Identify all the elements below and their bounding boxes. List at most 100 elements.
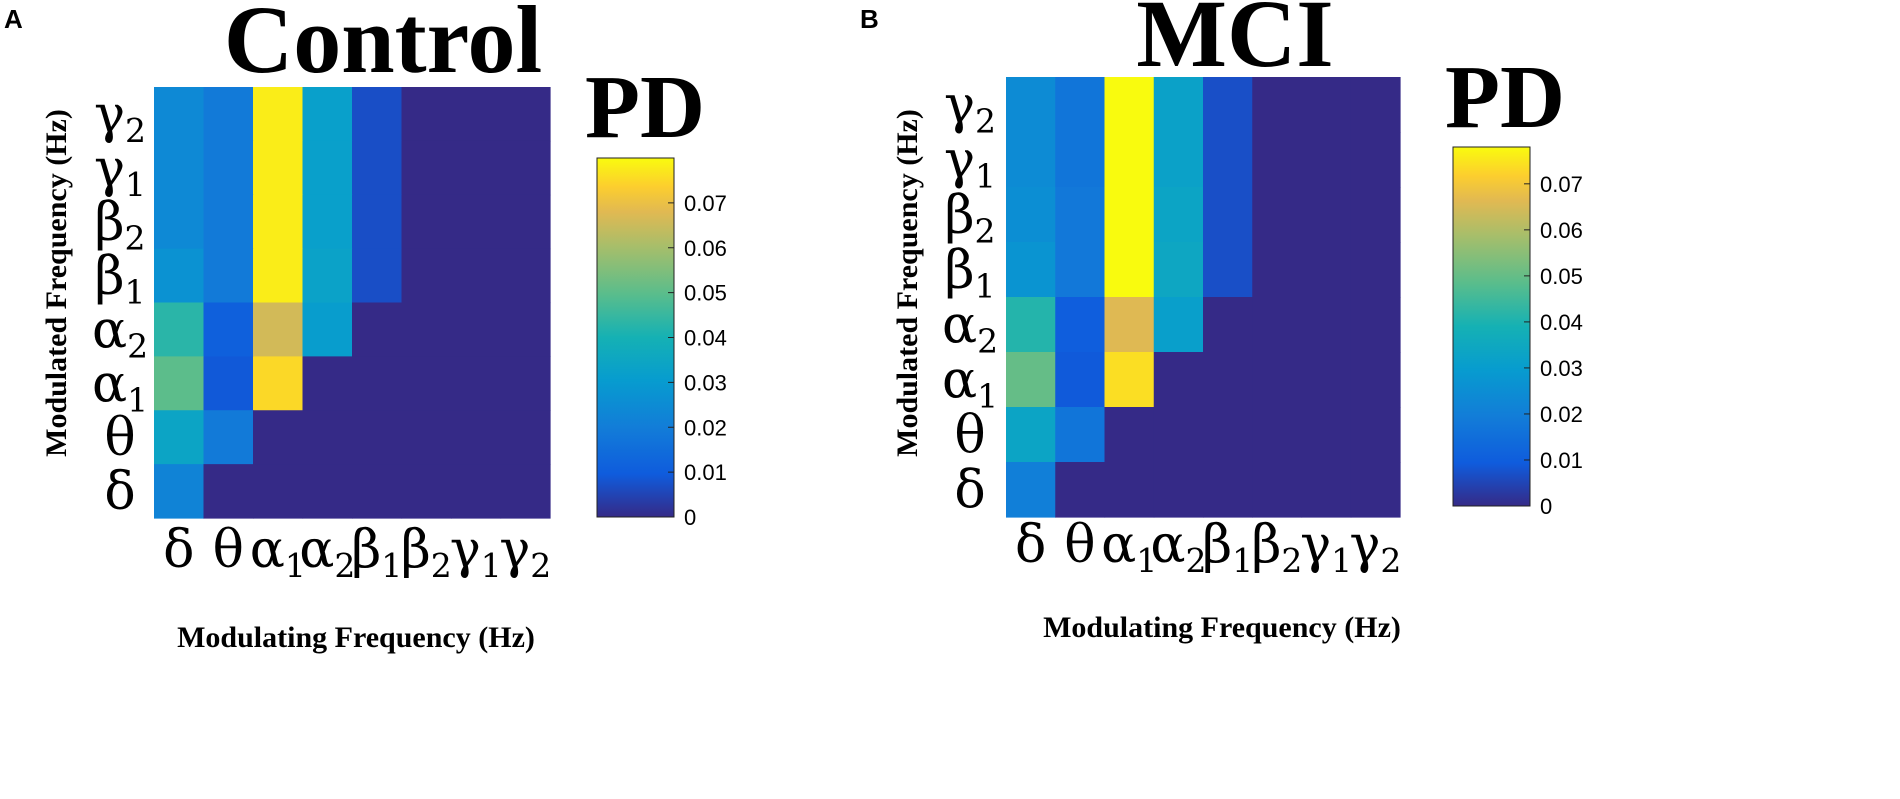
heatmap-cell	[352, 302, 403, 357]
heatmap-cell	[203, 140, 254, 196]
colorbar-tick-label: 0.05	[684, 281, 727, 306]
chart-title: Control	[224, 0, 542, 93]
colorbar-tick-label: 0.07	[1540, 172, 1583, 197]
x-tick-label: θ	[1064, 515, 1095, 575]
y-axis-label: Modulated Frequency (Hz)	[40, 109, 73, 457]
heatmap-cell	[352, 356, 403, 411]
colorbar-label: PD	[585, 58, 705, 157]
heatmap-cell	[352, 464, 403, 519]
colorbar-tick-label: 0.01	[684, 460, 727, 485]
heatmap-cell	[1203, 77, 1253, 133]
heatmap-cell	[1203, 242, 1253, 298]
colorbar-tick-label: 0.03	[1540, 356, 1583, 381]
heatmap-cell	[1252, 242, 1303, 298]
heatmap-cell	[352, 140, 403, 196]
heatmap-cell	[500, 248, 551, 304]
heatmap-cell	[154, 194, 205, 250]
x-tick-label: β1	[1202, 515, 1253, 580]
colorbar-tick-label: 0.04	[1540, 310, 1583, 335]
x-tick-label: γ1	[1300, 515, 1352, 580]
heatmap-cell	[1252, 297, 1303, 353]
y-tick-label: α1	[92, 354, 148, 419]
y-tick-label: γ1	[944, 131, 996, 196]
heatmap-cell	[500, 356, 551, 411]
heatmap-cell	[1055, 297, 1106, 353]
heatmap-cell	[1252, 77, 1303, 133]
heatmap-cell	[302, 248, 353, 304]
heatmap-cell	[1006, 77, 1056, 133]
colorbar-tick-label: 0.02	[1540, 402, 1583, 427]
colorbar-gradient	[1452, 146, 1531, 507]
heatmap-cell	[1104, 462, 1155, 518]
heatmap-cell	[253, 140, 304, 196]
heatmap-cell	[203, 248, 254, 304]
x-tick-label: θ	[213, 520, 244, 580]
heatmap-cell	[401, 140, 452, 196]
colorbar-label: PD	[1445, 48, 1565, 147]
heatmap-cell	[1350, 407, 1401, 463]
heatmap-cell	[1301, 132, 1352, 188]
colorbar-tick-label: 0	[1540, 494, 1552, 519]
x-tick-label: α2	[1150, 515, 1206, 580]
heatmap-cell	[253, 410, 304, 465]
heatmap-cell	[1203, 462, 1253, 518]
heatmap-cell	[1006, 132, 1056, 188]
heatmap-cell	[203, 302, 254, 357]
heatmap-cell	[401, 356, 452, 411]
colorbar-tick-label: 0.06	[684, 236, 727, 261]
colorbar-tick-label: 0.01	[1540, 448, 1583, 473]
colorbar-tick-label: 0.03	[684, 370, 727, 395]
heatmap-cell	[154, 87, 205, 142]
heatmap-cell	[154, 410, 205, 465]
y-tick-label: γ2	[944, 76, 996, 141]
x-tick-label: β1	[351, 520, 402, 585]
heatmap-cell	[1153, 187, 1204, 243]
heatmap-cell	[1203, 187, 1253, 243]
x-tick-label: α2	[299, 520, 355, 585]
colorbar-tick-label: 0	[684, 505, 696, 530]
heatmap-cell	[401, 248, 452, 304]
heatmap-cell	[1104, 297, 1155, 353]
heatmap-cell	[253, 356, 304, 411]
heatmap-cell	[1301, 187, 1352, 243]
colorbar-tick-label: 0.04	[684, 326, 727, 351]
heatmap-cell	[203, 356, 254, 411]
heatmap-cell	[1252, 352, 1303, 408]
heatmap-cell	[253, 194, 304, 250]
heatmap-cell	[1203, 297, 1253, 353]
heatmap-cell	[1104, 132, 1155, 188]
heatmap-cell	[451, 356, 502, 411]
heatmap-cell	[1104, 77, 1155, 133]
panel-label: B	[860, 4, 879, 34]
heatmap-cell	[1301, 462, 1352, 518]
heatmap-cell	[401, 87, 452, 142]
heatmap-cell	[1203, 132, 1253, 188]
heatmap-cell	[1055, 407, 1106, 463]
heatmap-cell	[203, 194, 254, 250]
x-tick-label: α1	[1101, 515, 1157, 580]
heatmap-cell	[1252, 132, 1303, 188]
heatmap-cell	[1203, 407, 1253, 463]
x-tick-label: α1	[250, 520, 306, 585]
heatmap-cell	[1153, 77, 1204, 133]
y-tick-label: β1	[944, 241, 995, 306]
heatmap-cell	[1252, 462, 1303, 518]
heatmap-cell	[1350, 242, 1401, 298]
heatmap-cell	[1055, 77, 1106, 133]
heatmap-cell	[203, 87, 254, 142]
heatmap-cell	[1006, 242, 1056, 298]
y-tick-label: δ	[104, 462, 135, 522]
heatmap-cell	[352, 248, 403, 304]
heatmap-cell	[451, 302, 502, 357]
x-tick-label: γ2	[499, 520, 551, 585]
heatmap-cell	[1350, 77, 1401, 133]
heatmap	[154, 87, 551, 519]
heatmap-cell	[1350, 352, 1401, 408]
heatmap-cell	[1006, 462, 1056, 518]
chart-title: MCI	[1136, 0, 1333, 87]
heatmap-cell	[500, 410, 551, 465]
y-tick-label: α2	[942, 296, 998, 361]
heatmap-cell	[451, 248, 502, 304]
